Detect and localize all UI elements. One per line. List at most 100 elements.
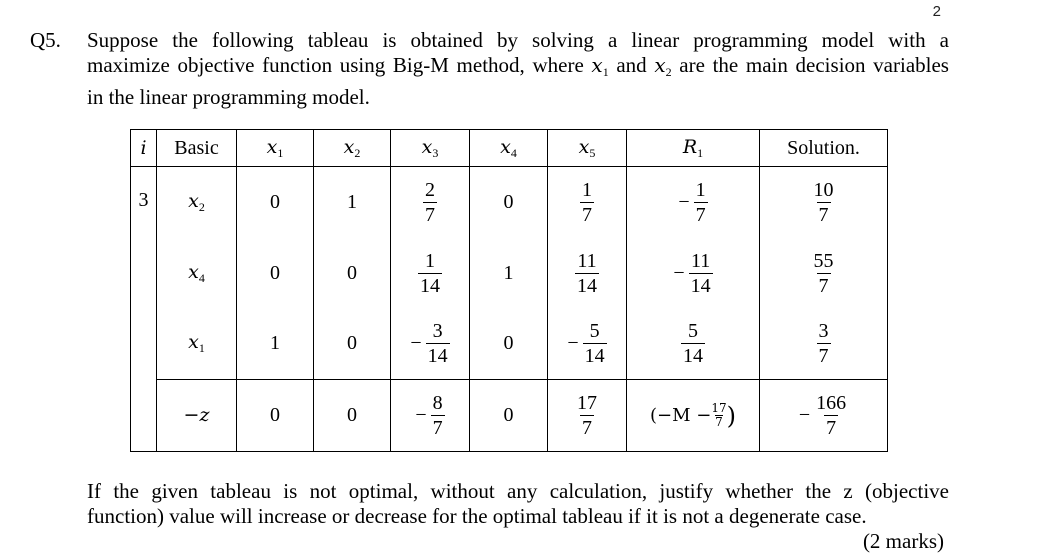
tableau-row: x4 0 0 1 14 1 11 14−11 14 55 7 xyxy=(131,237,888,309)
numerator: 5 xyxy=(589,320,600,343)
tableau-cell: 0 xyxy=(236,166,314,238)
tableau-cell: −3 14 xyxy=(390,308,470,380)
numerator: 2 xyxy=(425,178,435,201)
fraction-sign: − xyxy=(678,190,690,213)
tableau-cell: 0 xyxy=(469,379,548,452)
tableau-cell: (−M − 17 7) xyxy=(626,379,760,452)
fraction: −3 14 xyxy=(410,319,450,368)
tableau-cell: x4 xyxy=(156,237,237,309)
cell-value: 0 xyxy=(270,190,280,213)
cell-value: 1 xyxy=(503,261,514,284)
fraction: 5 14 xyxy=(681,319,705,368)
denominator: 7 xyxy=(430,415,445,439)
fraction: −11 14 xyxy=(673,249,713,298)
fraction-sign: − xyxy=(798,404,811,426)
tableau-cell: 0 xyxy=(236,379,314,452)
numerator: 166 xyxy=(816,392,847,414)
header-i: i xyxy=(130,129,157,167)
basic-variable: x1 xyxy=(188,331,205,356)
header-x1: x1 xyxy=(236,129,314,167)
question-line-3: in the linear programming model. xyxy=(87,85,370,109)
denominator: 7 xyxy=(824,415,839,439)
question-text: Suppose the following tableau is obtaine… xyxy=(87,28,949,110)
denominator: 14 xyxy=(688,272,713,297)
fraction: 55 7 xyxy=(812,249,836,298)
numerator: 5 xyxy=(688,320,698,343)
denominator: 7 xyxy=(693,201,708,226)
numerator: 3 xyxy=(432,320,443,343)
tableau-cell: 0 xyxy=(469,308,548,380)
tableau-cell: 11 14 xyxy=(547,237,627,309)
tableau-row: 3 x2 0 1 2 7 0 1 7−1 7 10 7 xyxy=(130,166,888,452)
tableau-cell: −z xyxy=(156,379,237,452)
header-solution: Solution. xyxy=(759,129,888,167)
tableau-cell: 0 xyxy=(313,379,391,452)
cell-value: 0 xyxy=(347,261,357,284)
tableau-cell: 1 xyxy=(236,308,314,380)
numerator: 3 xyxy=(818,320,829,343)
numerator: 55 xyxy=(813,249,834,272)
simplex-tableau: i Basic x1 x2 x3 x4 x5 R1 Solution. 3 x2 0… xyxy=(130,129,888,452)
cell-value: 0 xyxy=(503,332,514,355)
tableau-cell: x1 xyxy=(156,308,237,380)
tableau-cell: 0 xyxy=(313,237,391,309)
question-label: Q5. xyxy=(30,28,61,52)
denominator: 14 xyxy=(582,343,607,368)
fraction: −5 14 xyxy=(567,319,607,368)
tableau-cell: x2 xyxy=(156,166,237,238)
page-number: 2 xyxy=(932,3,941,20)
objective-row: −z 0 0−8 7 0 17 7 (−M − 17 7) −166 7 xyxy=(131,379,888,452)
numerator: 17 xyxy=(711,401,727,415)
denominator: 14 xyxy=(425,343,450,368)
footer-line-2: function) value will increase or decreas… xyxy=(87,504,867,528)
tableau-cell: −166 7 xyxy=(759,379,888,452)
denominator: 7 xyxy=(715,415,723,429)
fraction: 1 14 xyxy=(418,249,442,298)
basic-variable: x2 xyxy=(188,189,205,214)
fraction: 17 7 xyxy=(575,391,599,440)
fraction: 10 7 xyxy=(812,178,836,227)
cell-value: 1 xyxy=(347,190,357,213)
fraction: −8 7 xyxy=(415,391,445,440)
tableau-cell: 5 14 xyxy=(626,308,760,380)
fraction: −166 7 xyxy=(799,391,848,440)
fraction-sign: − xyxy=(567,332,579,355)
question-line-1: Suppose the following tableau is obtaine… xyxy=(87,28,949,52)
header-x3: x3 xyxy=(390,129,470,167)
iteration-cell: 3 xyxy=(130,166,157,452)
numerator: 1 xyxy=(695,178,706,201)
denominator: 7 xyxy=(816,272,831,297)
header-r1: R1 xyxy=(626,129,760,167)
tableau-cell: 55 7 xyxy=(759,237,888,309)
denominator: 7 xyxy=(423,201,437,226)
fraction-sign: − xyxy=(410,332,422,355)
cell-value: 0 xyxy=(347,332,357,355)
numerator: 10 xyxy=(813,178,834,201)
cell-value: 0 xyxy=(503,190,514,213)
numerator: 1 xyxy=(425,249,435,272)
tableau-cell: 0 xyxy=(469,166,548,238)
question-line-2: maximize objective function using Big-M … xyxy=(87,53,949,79)
fraction-sign: − xyxy=(673,261,685,284)
tableau-cell: 0 xyxy=(313,308,391,380)
denominator: 14 xyxy=(418,272,442,297)
numerator: 8 xyxy=(432,392,443,414)
fraction: 11 14 xyxy=(575,249,599,298)
footer-question: If the given tableau is not optimal, wit… xyxy=(87,479,949,529)
cell-value: −z xyxy=(183,404,210,426)
header-x4: x4 xyxy=(469,129,548,167)
tableau-cell: 17 7 xyxy=(547,379,627,452)
cell-value: 0 xyxy=(270,404,280,426)
denominator: 14 xyxy=(575,272,599,297)
tableau-cell: 1 xyxy=(313,166,391,238)
numerator: 11 xyxy=(691,249,711,272)
tableau-cell: −8 7 xyxy=(390,379,470,452)
cell-value: 0 xyxy=(503,404,514,426)
denominator: 7 xyxy=(580,201,594,226)
fraction-sign: − xyxy=(415,404,427,426)
footer-line-1: If the given tableau is not optimal, wit… xyxy=(87,479,949,503)
